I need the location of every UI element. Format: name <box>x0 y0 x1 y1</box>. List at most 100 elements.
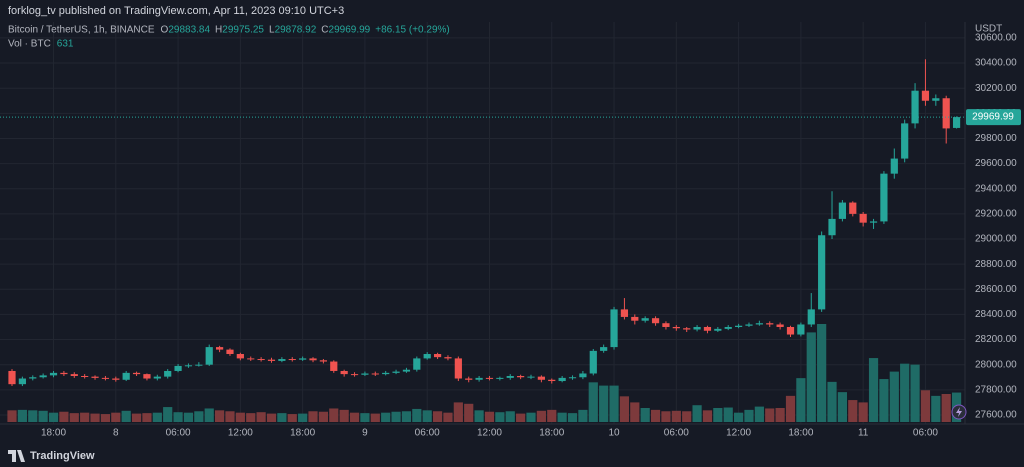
volume-bar <box>817 324 827 422</box>
volume-bar <box>744 409 754 422</box>
candle-body <box>382 372 390 375</box>
candle-body <box>91 376 99 378</box>
volume-bar <box>619 396 630 422</box>
candle-body <box>776 324 784 327</box>
x-tick-label: 10 <box>608 428 620 439</box>
candle-body <box>683 328 691 330</box>
volume-bar <box>183 412 194 422</box>
candle-body <box>184 365 193 367</box>
candle-body <box>330 361 338 371</box>
legend-label: H <box>215 25 222 36</box>
volume-bar <box>142 413 152 422</box>
candle-body <box>423 354 431 359</box>
candle-body <box>81 376 89 378</box>
volume-bar <box>173 412 183 422</box>
volume-bar <box>765 408 775 422</box>
volume-bar <box>48 412 59 422</box>
candle-body <box>838 202 846 219</box>
candle-body <box>319 360 327 362</box>
volume-bar <box>474 410 484 422</box>
candle-body <box>18 378 26 385</box>
candle-body <box>143 374 151 379</box>
volume-bar <box>588 382 598 422</box>
volume-bar <box>256 412 266 422</box>
volume-bar <box>17 409 27 422</box>
volume-bar <box>910 364 920 422</box>
candle-body <box>444 357 452 359</box>
candle-body <box>496 377 504 379</box>
volume-bar <box>941 394 951 422</box>
volume-bar <box>900 363 910 422</box>
volume-bar <box>692 405 702 422</box>
volume-bar <box>360 413 370 422</box>
price-axis <box>965 22 1024 424</box>
x-tick-label: 11 <box>858 428 869 439</box>
last-price-label: 29969.99 <box>972 112 1014 123</box>
volume-bar <box>381 412 391 422</box>
volume-bar <box>671 410 681 422</box>
candle-body <box>205 347 213 365</box>
candle-body <box>309 358 317 361</box>
volume-bar <box>204 408 214 422</box>
y-tick-label: 28000.00 <box>975 359 1017 370</box>
volume-pane <box>7 324 962 422</box>
candle-body <box>672 326 680 329</box>
candle-body <box>786 326 795 335</box>
volume-bar <box>339 409 349 422</box>
candle-pane <box>0 59 965 387</box>
volume-bar <box>775 408 785 422</box>
y-tick-label: 28200.00 <box>975 334 1017 345</box>
volume-bar <box>59 411 69 422</box>
candle-body <box>340 370 348 375</box>
legend-label: O <box>161 25 169 36</box>
candle-body <box>454 358 462 379</box>
volume-bar <box>868 358 879 422</box>
volume-bar <box>557 412 567 422</box>
legend-value: 29975.25 <box>222 25 264 36</box>
volume-bar <box>453 402 463 422</box>
y-tick-label: 28600.00 <box>975 284 1017 295</box>
candle-body <box>641 318 649 321</box>
y-tick-label: 27800.00 <box>975 384 1017 395</box>
volume-bar <box>920 390 931 422</box>
x-tick-label: 12:00 <box>228 428 253 439</box>
y-tick-label: 27600.00 <box>975 410 1017 421</box>
candle-body <box>859 213 867 223</box>
candle-body <box>703 326 712 331</box>
candle-body <box>942 98 950 129</box>
candle-body <box>745 324 753 326</box>
volume-bar <box>80 412 90 422</box>
candle-body <box>890 158 898 174</box>
candle-body <box>413 358 421 370</box>
legend-label: Vol · BTC <box>8 39 51 50</box>
candle-body <box>579 373 587 378</box>
volume-bar <box>931 395 941 422</box>
x-tick-label: 06:00 <box>664 428 689 439</box>
volume-bar <box>28 410 38 422</box>
candle-body <box>952 117 961 128</box>
volume-bar <box>38 410 48 422</box>
x-tick-label: 18:00 <box>788 428 813 439</box>
legend-label: C <box>321 25 328 36</box>
candle-body <box>433 354 442 358</box>
candle-body <box>132 372 141 375</box>
x-tick-label: 9 <box>362 428 368 439</box>
volume-bar <box>702 410 713 422</box>
candle-body <box>558 377 566 382</box>
candle-body <box>921 90 930 101</box>
y-tick-label: 28400.00 <box>975 309 1017 320</box>
candle-body <box>371 373 379 375</box>
volume-bar <box>785 395 796 422</box>
volume-bar <box>318 411 328 422</box>
volume-bar <box>827 381 837 422</box>
volume-bar <box>599 385 609 422</box>
candle-body <box>901 123 909 159</box>
candle-body <box>548 379 556 382</box>
volume-bar <box>848 400 858 422</box>
volume-bar <box>578 409 588 422</box>
x-tick-label: 12:00 <box>726 428 751 439</box>
candle-body <box>153 376 161 379</box>
candle-body <box>195 364 203 366</box>
volume-bar <box>246 413 256 422</box>
